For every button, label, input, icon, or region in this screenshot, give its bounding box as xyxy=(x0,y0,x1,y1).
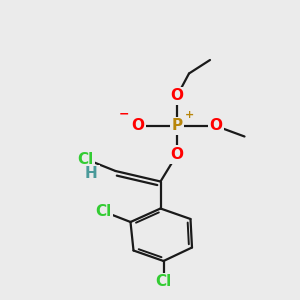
Text: Cl: Cl xyxy=(95,204,112,219)
Text: Cl: Cl xyxy=(155,274,172,290)
Text: −: − xyxy=(118,107,129,121)
Text: +: + xyxy=(185,110,194,120)
Text: O: O xyxy=(170,147,184,162)
Text: O: O xyxy=(209,118,223,134)
Text: P: P xyxy=(171,118,183,134)
Text: Cl: Cl xyxy=(77,152,94,166)
Text: O: O xyxy=(131,118,145,134)
Text: H: H xyxy=(85,167,98,182)
Text: O: O xyxy=(170,88,184,104)
